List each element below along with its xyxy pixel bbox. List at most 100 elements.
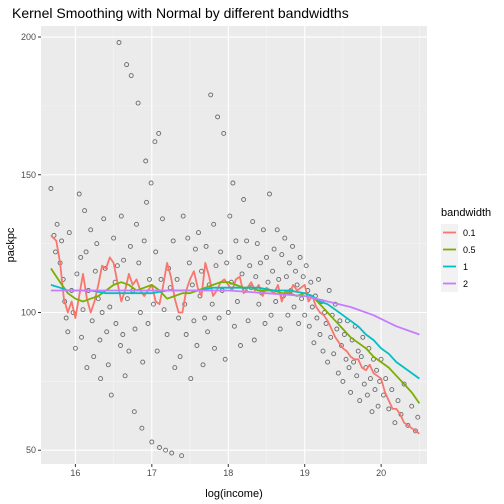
data-point — [209, 301, 215, 307]
data-point — [88, 227, 94, 233]
data-point — [102, 265, 108, 271]
data-point — [99, 310, 105, 315]
data-point — [196, 230, 201, 236]
data-point — [348, 389, 354, 395]
data-point — [108, 392, 114, 398]
data-point — [299, 296, 305, 302]
data-point — [164, 332, 170, 337]
data-point — [170, 238, 176, 244]
data-point — [386, 406, 392, 412]
data-point — [239, 271, 245, 277]
data-point — [92, 268, 98, 274]
data-point — [169, 450, 175, 456]
data-point — [375, 403, 381, 409]
series-line-1 — [50, 284, 420, 380]
data-point — [216, 315, 222, 321]
data-point — [256, 301, 262, 307]
data-point — [282, 235, 288, 241]
data-point — [118, 343, 123, 348]
data-point — [247, 263, 253, 269]
data-point — [127, 243, 133, 249]
data-point — [297, 254, 303, 260]
data-point — [202, 315, 208, 321]
data-point — [114, 263, 120, 269]
plot-panel — [41, 26, 427, 464]
data-point — [174, 276, 180, 282]
data-point — [260, 227, 266, 233]
data-point — [320, 348, 326, 354]
data-point — [163, 447, 169, 453]
data-point — [183, 332, 189, 337]
y-tick-label: 100 — [21, 307, 36, 317]
x-tick-label: 20 — [376, 468, 386, 478]
y-tick-label: 200 — [21, 32, 36, 42]
data-point — [372, 387, 378, 393]
data-point — [122, 373, 128, 379]
series-line-0-1 — [50, 234, 420, 435]
data-point — [215, 114, 221, 120]
data-point — [203, 243, 209, 249]
legend-label: 1 — [463, 262, 468, 272]
data-point — [230, 180, 236, 186]
data-point — [317, 332, 323, 337]
data-point — [105, 362, 111, 368]
data-point — [80, 307, 86, 313]
data-point — [314, 315, 320, 321]
data-point — [76, 191, 82, 197]
data-point — [54, 221, 60, 227]
data-point — [200, 362, 206, 368]
data-point — [134, 221, 139, 227]
data-point — [238, 343, 243, 348]
data-point — [83, 249, 89, 255]
data-point — [149, 439, 155, 445]
legend-label: 0.5 — [463, 245, 476, 255]
data-point — [236, 254, 242, 260]
data-point — [392, 420, 398, 426]
data-point — [308, 279, 314, 285]
data-point — [257, 260, 263, 266]
data-point — [82, 208, 88, 214]
data-point — [267, 191, 272, 197]
data-point — [286, 260, 292, 266]
data-point — [148, 180, 154, 186]
data-point — [74, 271, 80, 277]
x-axis: 16 17 18 19 20 — [70, 464, 386, 478]
data-point — [325, 359, 331, 365]
data-point — [120, 332, 126, 337]
y-tick-label: 150 — [21, 170, 36, 180]
data-point — [354, 373, 360, 379]
data-point — [264, 254, 269, 260]
legend-title: bandwidth — [441, 207, 491, 219]
data-point — [94, 241, 100, 247]
data-point — [126, 348, 132, 354]
data-point — [270, 268, 276, 274]
data-point — [139, 425, 145, 431]
data-point — [211, 221, 217, 227]
data-point — [222, 356, 228, 362]
data-point — [291, 304, 297, 310]
legend: bandwidth 0.1 0.5 1 2 — [441, 207, 491, 292]
data-point — [355, 348, 361, 354]
data-point — [84, 365, 90, 371]
data-point — [48, 186, 54, 191]
data-point — [91, 354, 97, 360]
data-point — [72, 345, 78, 351]
data-point — [334, 326, 340, 332]
chart-title: Kernel Smoothing with Normal by differen… — [12, 5, 349, 21]
data-point — [179, 453, 185, 459]
y-axis: 50 100 150 200 — [21, 32, 41, 455]
data-point — [346, 365, 352, 371]
data-point — [303, 263, 309, 269]
data-point — [351, 359, 357, 365]
data-point — [367, 376, 373, 382]
data-point — [194, 343, 200, 348]
data-point — [415, 414, 421, 420]
data-point — [161, 307, 167, 313]
data-point — [293, 268, 298, 274]
data-point — [405, 422, 411, 428]
data-point — [290, 243, 295, 249]
x-axis-title: log(income) — [205, 488, 262, 500]
grid-major — [41, 26, 427, 464]
data-point — [254, 241, 260, 247]
grid-minor — [41, 26, 427, 464]
